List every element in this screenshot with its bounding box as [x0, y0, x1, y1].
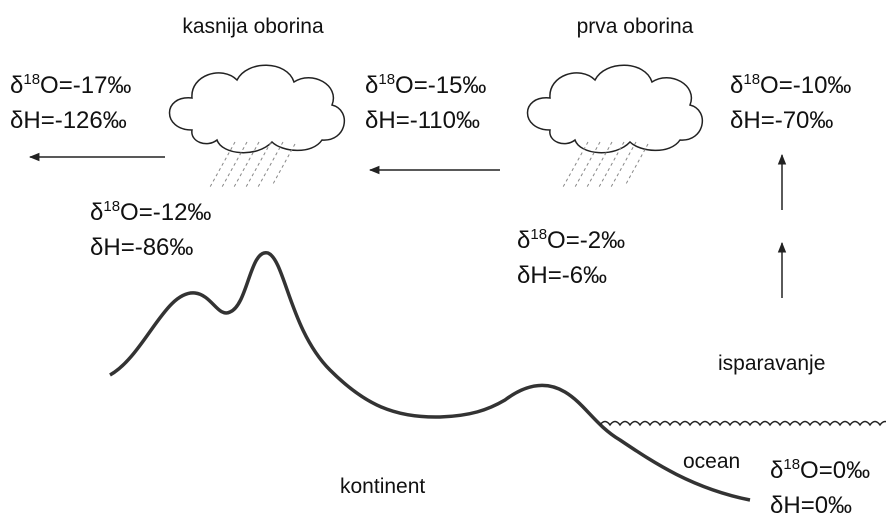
isotope-h: δH=-6‰: [517, 262, 607, 289]
terrain: [109, 251, 751, 502]
delta: δ: [10, 72, 23, 99]
sea-surface: [599, 420, 886, 427]
superscript: 18: [530, 226, 547, 243]
delta: δ: [90, 199, 103, 226]
o18-value: O=-17‰: [40, 72, 131, 99]
superscript: 18: [23, 71, 40, 88]
isotope-o18: δ18O=-17‰: [10, 71, 131, 99]
delta: δ: [770, 457, 783, 484]
delta: δ: [365, 72, 378, 99]
isotope-h: δH=-70‰: [730, 107, 833, 134]
superscript: 18: [378, 71, 395, 88]
cloud: [168, 64, 346, 154]
isotope-h: δH=-110‰: [365, 107, 480, 134]
o18-value: O=0‰: [800, 457, 870, 484]
isotope-o18: δ18O=-10‰: [730, 71, 851, 99]
cloud: [526, 64, 704, 154]
isotope-o18: δ18O=0‰: [770, 456, 870, 484]
o18-value: O=-10‰: [760, 72, 851, 99]
place-label: isparavanje: [718, 352, 825, 375]
superscript: 18: [743, 71, 760, 88]
isotope-h: δH=0‰: [770, 492, 852, 513]
o18-value: O=-2‰: [547, 227, 625, 254]
delta: δ: [730, 72, 743, 99]
o18-value: O=-12‰: [120, 199, 211, 226]
place-label: ocean: [683, 450, 740, 473]
isotope-o18: δ18O=-15‰: [365, 71, 486, 99]
isotope-o18: δ18O=-12‰: [90, 198, 211, 226]
o18-value: O=-15‰: [395, 72, 486, 99]
rain: [562, 141, 649, 188]
isotope-o18: δ18O=-2‰: [517, 226, 625, 254]
place-label: kontinent: [340, 475, 425, 498]
title: kasnija oborina: [182, 15, 324, 38]
isotope-h: δH=-126‰: [10, 107, 127, 134]
superscript: 18: [103, 198, 120, 215]
superscript: 18: [783, 456, 800, 473]
delta: δ: [517, 227, 530, 254]
title: prva oborina: [577, 15, 694, 38]
isotope-h: δH=-86‰: [90, 234, 193, 261]
